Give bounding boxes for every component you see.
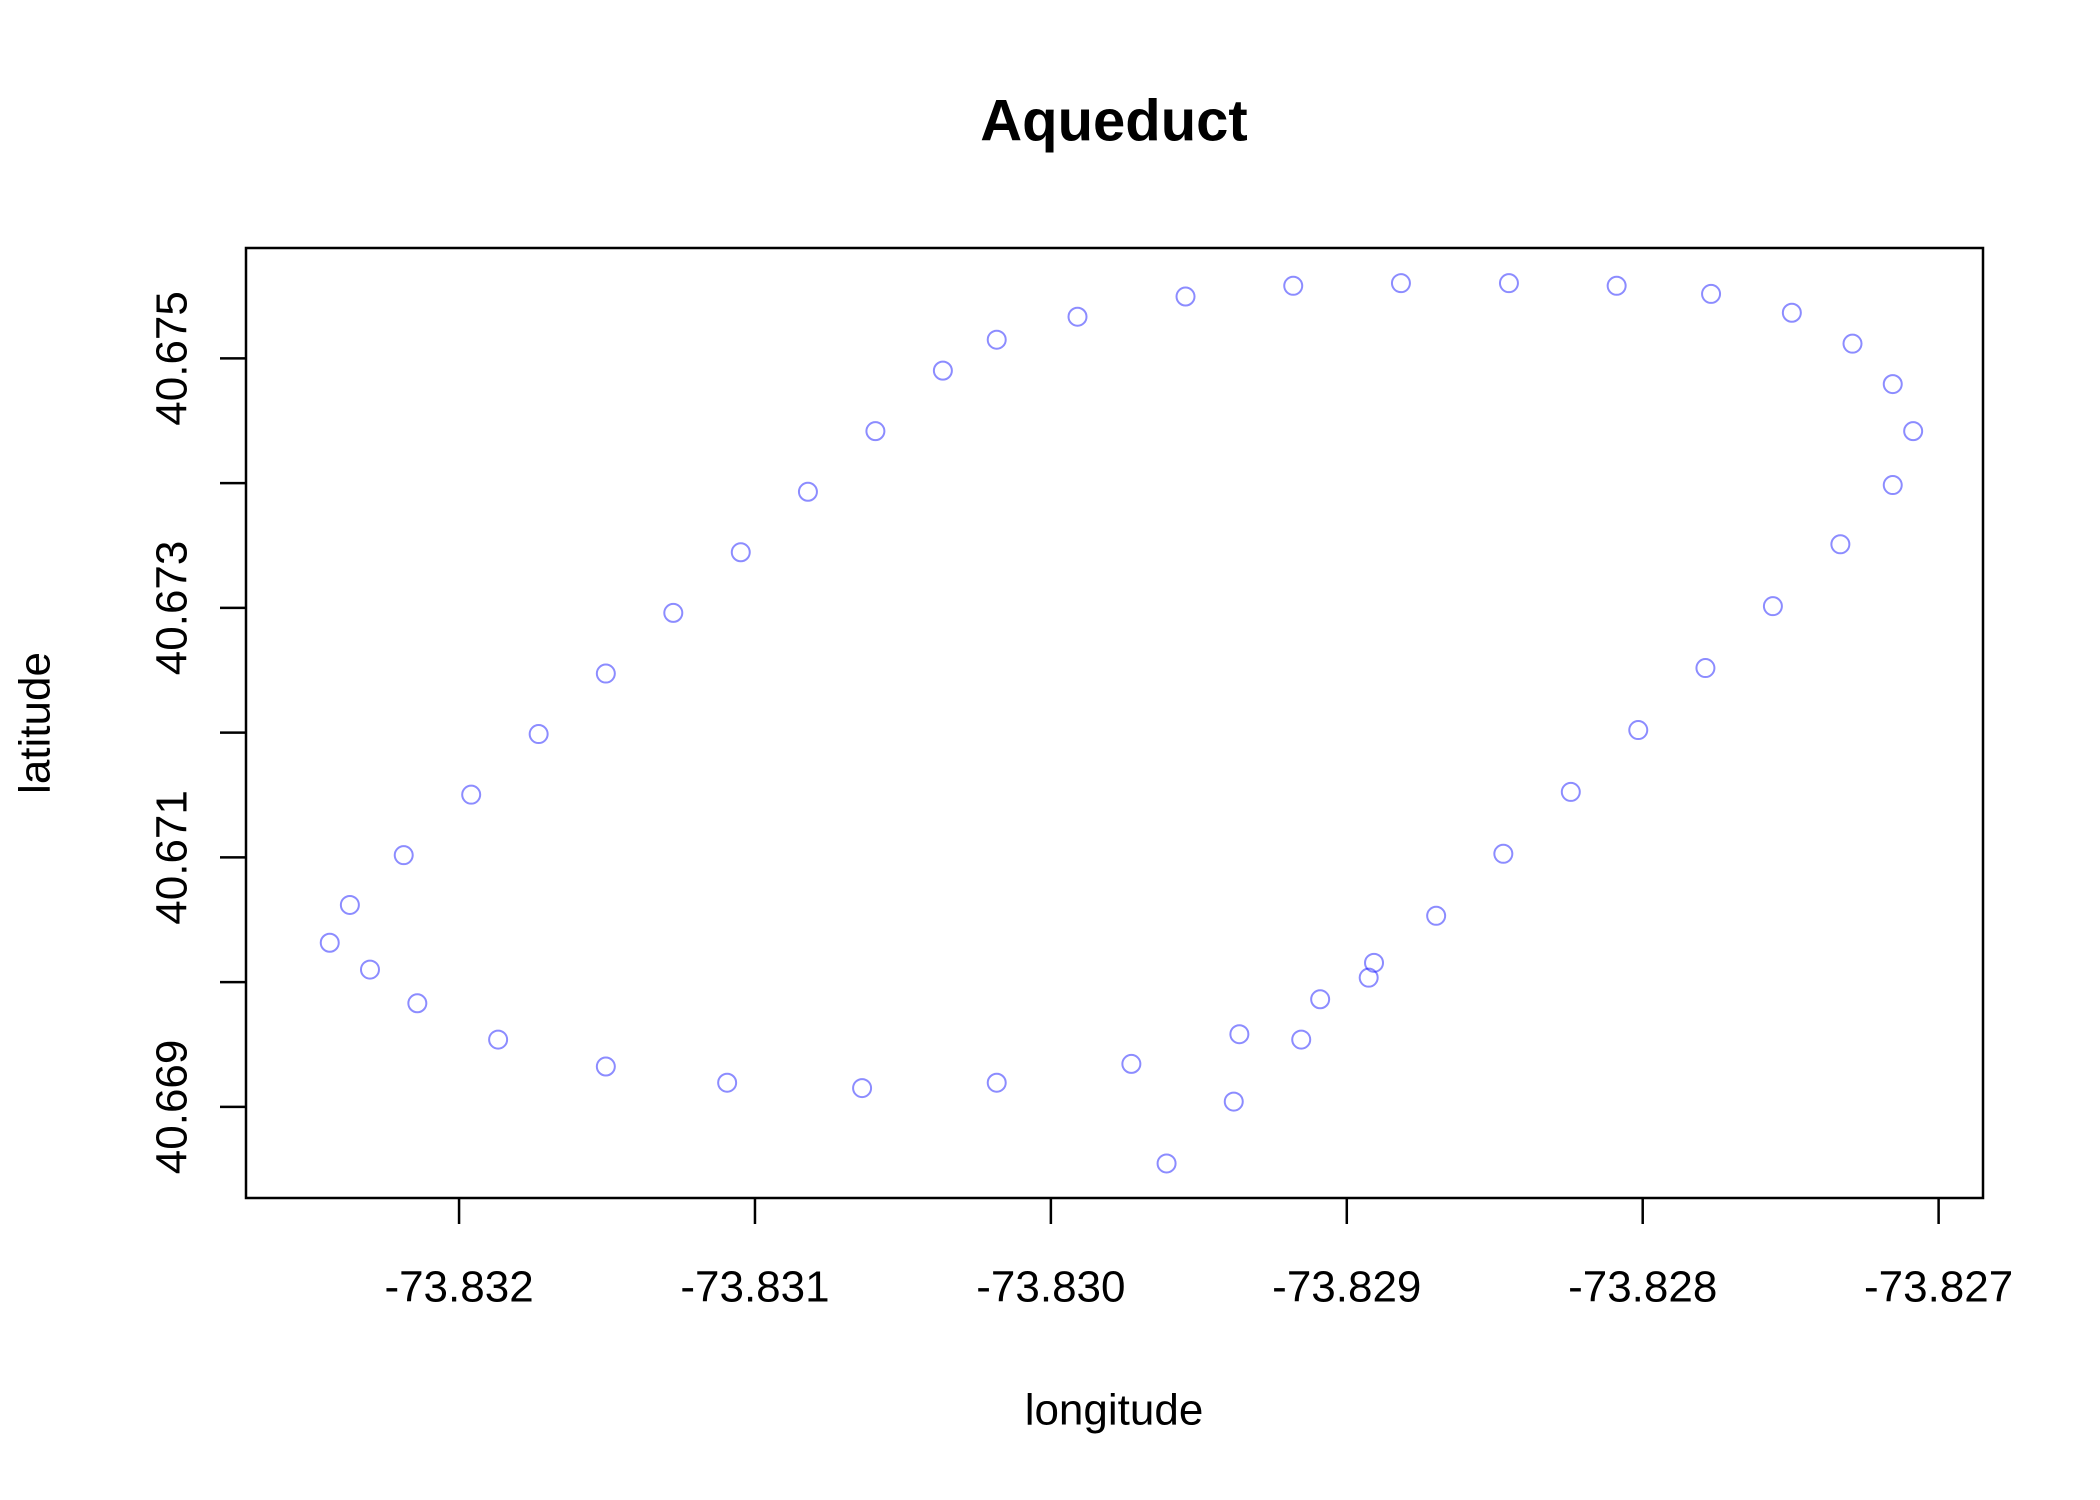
point <box>1310 989 1331 1010</box>
y-tick-label: 40.673 <box>148 541 197 676</box>
point <box>1390 273 1411 294</box>
point <box>1358 967 1379 988</box>
point <box>797 481 818 502</box>
point <box>1283 275 1304 296</box>
point <box>1291 1029 1312 1050</box>
point <box>1223 1091 1244 1112</box>
point <box>461 784 482 805</box>
point <box>1426 905 1447 926</box>
point <box>1121 1053 1142 1074</box>
point <box>730 542 751 563</box>
point <box>1067 306 1088 327</box>
point <box>1229 1024 1250 1045</box>
point <box>1695 658 1716 679</box>
point <box>1762 596 1783 617</box>
point <box>488 1029 509 1050</box>
point <box>595 1056 616 1077</box>
point <box>1781 302 1802 323</box>
point <box>932 360 953 381</box>
point <box>1830 534 1851 555</box>
point <box>393 845 414 866</box>
point <box>986 1072 1007 1093</box>
point <box>1498 273 1519 294</box>
x-tick-label: -73.832 <box>384 1263 533 1312</box>
y-axis-label: latitude <box>11 652 60 794</box>
point <box>339 894 360 915</box>
plot-frame <box>244 246 1985 1200</box>
x-tick-label: -73.831 <box>680 1263 829 1312</box>
point <box>407 993 428 1014</box>
y-tick-label: 40.669 <box>148 1040 197 1175</box>
point <box>1364 952 1385 973</box>
y-tick-label: 40.671 <box>148 790 197 925</box>
point <box>717 1072 738 1093</box>
point <box>1606 275 1627 296</box>
point <box>1882 374 1903 395</box>
x-tick-label: -73.828 <box>1568 1263 1717 1312</box>
x-axis-label: longitude <box>1025 1386 1204 1435</box>
point <box>319 932 340 953</box>
point <box>1882 475 1903 496</box>
point <box>1175 286 1196 307</box>
point <box>1628 720 1649 741</box>
point <box>595 663 616 684</box>
point <box>852 1078 873 1099</box>
y-tick-label: 40.675 <box>148 291 197 426</box>
point <box>359 959 380 980</box>
point <box>865 421 886 442</box>
point <box>1842 333 1863 354</box>
x-tick-label: -73.827 <box>1864 1263 2013 1312</box>
point <box>986 329 1007 350</box>
x-tick-label: -73.829 <box>1272 1263 1421 1312</box>
point <box>528 724 549 745</box>
chart-title: Aqueduct <box>980 88 1247 153</box>
point <box>1903 421 1924 442</box>
point <box>1156 1153 1177 1174</box>
point <box>663 602 684 623</box>
point <box>1560 781 1581 802</box>
point <box>1701 283 1722 304</box>
point <box>1493 843 1514 864</box>
x-tick-label: -73.830 <box>976 1263 1125 1312</box>
